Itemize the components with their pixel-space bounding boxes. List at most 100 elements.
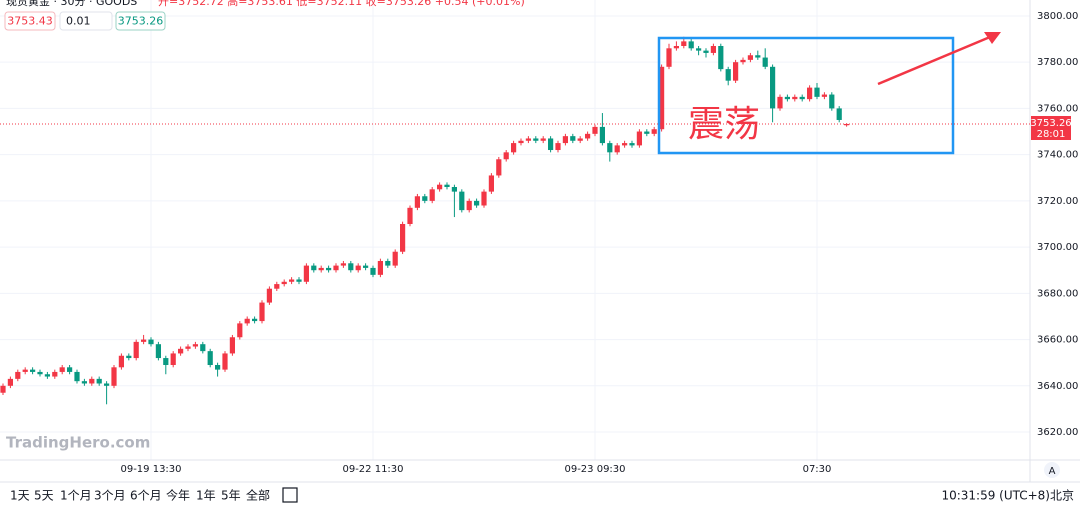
candle-body xyxy=(215,364,221,370)
bid-box[interactable] xyxy=(4,11,56,31)
candle-body xyxy=(89,378,95,384)
range-button[interactable]: 1天 xyxy=(10,489,30,503)
range-button[interactable]: 全部 xyxy=(246,488,270,503)
range-button[interactable]: 1年 xyxy=(196,489,216,503)
candle-body xyxy=(318,267,324,271)
y-tick-label: 3720.00 xyxy=(1037,196,1078,207)
y-tick-label: 3680.00 xyxy=(1037,288,1078,299)
candle-body xyxy=(30,369,36,372)
x-tick-label: 09-19 13:30 xyxy=(120,464,181,475)
candle-body xyxy=(459,191,465,211)
candle-body xyxy=(784,96,790,100)
watermark: TradingHero.com xyxy=(6,434,150,452)
candle-body xyxy=(74,371,80,382)
candle-body xyxy=(192,344,198,347)
candle-body xyxy=(533,138,539,141)
x-tick-label: 09-22 11:30 xyxy=(342,464,403,475)
range-toolbar: 1天 5天 1个月 3个月 6个月 今年 1年 5年 全部 xyxy=(10,488,270,503)
auto-scale-label[interactable]: A xyxy=(1049,466,1056,477)
countdown: 28:01 xyxy=(1037,129,1066,140)
candle-body xyxy=(44,374,50,377)
candle-body xyxy=(96,378,102,384)
candle-body xyxy=(599,126,605,144)
candle-body xyxy=(200,344,206,352)
candle-body xyxy=(170,353,176,365)
y-tick-label: 3700.00 xyxy=(1037,242,1078,253)
grid xyxy=(0,0,1030,460)
ask-price[interactable]: 3753.26 xyxy=(118,15,164,28)
candle-body xyxy=(511,143,517,153)
candle-body xyxy=(644,131,650,134)
candle-body xyxy=(370,267,376,275)
candle-body xyxy=(503,152,509,160)
candle-body xyxy=(488,175,494,192)
x-tick-label: 09-23 09:30 xyxy=(564,464,625,475)
candle-body xyxy=(770,66,776,109)
candle-body xyxy=(562,136,568,144)
candle-body xyxy=(607,143,613,153)
symbol-title: 现货黄金 · 30分 · GOODS xyxy=(6,0,137,8)
candle-body xyxy=(444,184,450,188)
candle-body xyxy=(111,367,117,386)
clock: 10:31:59 (UTC+8)北京 xyxy=(941,489,1074,503)
candle-body xyxy=(673,46,679,49)
candle-body xyxy=(792,96,798,100)
candle-body xyxy=(733,62,739,81)
candles xyxy=(0,36,850,405)
goto-date-icon[interactable] xyxy=(282,487,298,503)
candle-body xyxy=(155,344,161,359)
candle-body xyxy=(400,223,406,252)
candle-body xyxy=(7,378,13,386)
candle-body xyxy=(185,346,191,349)
ask-box[interactable] xyxy=(115,11,166,31)
candle-body xyxy=(392,251,398,266)
last-price-tag xyxy=(1031,115,1071,140)
range-button[interactable]: 6个月 xyxy=(130,489,162,503)
candle-body xyxy=(814,87,820,97)
bid-price[interactable]: 3753.43 xyxy=(7,15,53,28)
candle-body xyxy=(777,96,783,109)
range-button[interactable]: 今年 xyxy=(166,488,190,503)
candle-body xyxy=(703,50,709,53)
candle-body xyxy=(59,367,65,372)
candle-body xyxy=(807,87,813,100)
candle-body xyxy=(651,129,657,134)
range-button[interactable]: 5年 xyxy=(221,489,241,503)
spread: 0.01 xyxy=(66,15,91,28)
candle-body xyxy=(163,358,169,365)
range-button[interactable]: 5天 xyxy=(34,489,54,503)
candle-body xyxy=(740,59,746,63)
candle-body xyxy=(37,371,43,375)
candle-body xyxy=(296,279,302,282)
range-button[interactable]: 3个月 xyxy=(94,489,126,503)
candle-body xyxy=(666,48,672,67)
y-tick-label: 3760.00 xyxy=(1037,103,1078,114)
candle-body xyxy=(636,131,642,146)
x-tick-label: 07:30 xyxy=(803,464,832,475)
candle-body xyxy=(326,267,332,271)
candle-body xyxy=(755,55,761,58)
candle-body xyxy=(178,348,184,354)
candle-body xyxy=(474,200,480,206)
range-button[interactable]: 1个月 xyxy=(60,489,92,503)
candle-body xyxy=(762,57,768,67)
y-tick-label: 3740.00 xyxy=(1037,150,1078,161)
candle-body xyxy=(481,191,487,206)
trend-arrow-head xyxy=(984,32,1001,44)
candle-body xyxy=(385,260,391,266)
candle-body xyxy=(207,351,213,365)
candle-body xyxy=(229,337,235,354)
candle-body xyxy=(466,200,472,211)
spread-box xyxy=(59,11,113,31)
candle-body xyxy=(577,138,583,141)
candle-body xyxy=(451,187,457,192)
candle-body xyxy=(259,302,265,322)
auto-scale-button[interactable] xyxy=(1044,462,1060,478)
y-tick-label: 3780.00 xyxy=(1037,57,1078,68)
candle-body xyxy=(844,123,850,126)
candle-body xyxy=(289,279,295,282)
candle-body xyxy=(407,207,413,224)
candle-body xyxy=(614,145,620,153)
